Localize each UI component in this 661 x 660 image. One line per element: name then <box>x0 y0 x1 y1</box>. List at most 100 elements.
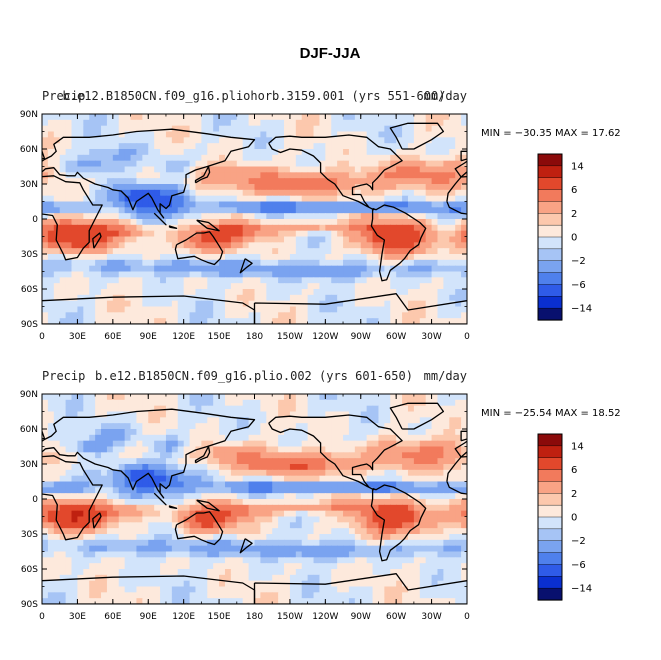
field-cell <box>431 493 439 500</box>
field-cell <box>348 236 356 243</box>
field-cell <box>449 259 456 267</box>
field-cell <box>201 440 208 448</box>
field-cell <box>177 440 185 448</box>
field-cell <box>278 464 285 471</box>
field-cell <box>248 528 256 535</box>
field-cell <box>130 551 138 558</box>
field-cell <box>71 458 79 465</box>
field-cell <box>165 230 173 238</box>
field-cell <box>112 265 120 273</box>
field-cell <box>201 458 208 465</box>
field-cell <box>165 499 173 506</box>
field-cell <box>378 248 385 255</box>
field-cell <box>378 289 385 296</box>
field-cell <box>124 242 132 249</box>
field-cell <box>47 289 55 296</box>
field-cell <box>390 137 397 144</box>
field-cell <box>106 405 114 413</box>
field-cell <box>207 516 214 523</box>
field-cell <box>266 172 273 179</box>
field-cell <box>378 166 385 173</box>
field-cell <box>106 458 114 465</box>
field-cell <box>195 452 202 459</box>
field-cell <box>207 213 214 220</box>
field-cell <box>77 493 84 500</box>
field-cell <box>319 119 326 127</box>
field-cell <box>248 283 256 290</box>
field-cell <box>431 254 439 261</box>
field-cell <box>224 149 232 156</box>
field-cell <box>142 230 149 238</box>
field-cell <box>402 464 409 471</box>
field-cell <box>83 563 90 570</box>
field-cell <box>224 545 232 553</box>
field-cell <box>83 545 90 553</box>
field-cell <box>177 125 185 133</box>
field-cell <box>42 394 49 401</box>
field-cell <box>413 458 421 465</box>
field-cell <box>101 434 108 442</box>
field-cell <box>307 399 315 407</box>
field-cell <box>219 469 226 477</box>
field-cell <box>160 207 167 214</box>
field-cell <box>319 539 326 547</box>
field-cell <box>272 224 279 232</box>
field-cell <box>47 534 55 541</box>
field-cell <box>213 219 220 226</box>
field-cell <box>449 131 456 138</box>
field-cell <box>42 172 49 179</box>
field-cell <box>112 394 120 401</box>
field-cell <box>437 499 444 506</box>
field-cell <box>148 178 155 185</box>
field-cell <box>343 434 350 442</box>
field-cell <box>407 149 415 156</box>
field-cell <box>236 510 244 518</box>
field-cell <box>118 557 126 564</box>
field-cell <box>183 318 191 324</box>
field-cell <box>95 545 102 553</box>
field-cell <box>189 458 197 465</box>
field-cell <box>407 131 415 138</box>
field-cell <box>319 213 326 220</box>
field-cell <box>154 534 161 541</box>
field-cell <box>89 534 96 541</box>
field-cell <box>337 516 344 523</box>
field-cell <box>384 551 391 558</box>
field-cell <box>354 283 362 290</box>
field-cell <box>325 294 332 302</box>
field-cell <box>207 224 214 232</box>
field-cell <box>289 429 297 436</box>
field-cell <box>189 283 197 290</box>
field-cell <box>224 399 232 407</box>
field-cell <box>360 312 368 319</box>
field-cell <box>419 160 427 168</box>
field-cell <box>396 528 403 535</box>
field-cell <box>390 405 397 413</box>
field-cell <box>419 434 427 442</box>
field-cell <box>307 283 315 290</box>
field-cell <box>95 131 102 138</box>
field-cell <box>407 499 415 506</box>
field-cell <box>325 423 332 430</box>
field-cell <box>83 429 90 436</box>
field-cell <box>360 184 368 191</box>
field-cell <box>384 539 391 547</box>
field-cell <box>95 259 102 267</box>
field-cell <box>183 259 191 267</box>
field-cell <box>124 545 132 553</box>
field-cell <box>437 277 444 284</box>
field-cell <box>42 539 49 547</box>
field-cell <box>77 458 84 465</box>
field-cell <box>118 207 126 214</box>
field-cell <box>71 504 79 512</box>
field-cell <box>331 125 338 133</box>
field-cell <box>384 265 391 273</box>
field-cell <box>301 569 309 576</box>
field-cell <box>130 504 138 512</box>
field-cell <box>59 411 67 418</box>
field-cell <box>136 423 143 430</box>
field-cell <box>165 394 173 401</box>
field-cell <box>337 557 344 564</box>
field-cell <box>160 563 167 570</box>
field-cell <box>242 504 250 512</box>
